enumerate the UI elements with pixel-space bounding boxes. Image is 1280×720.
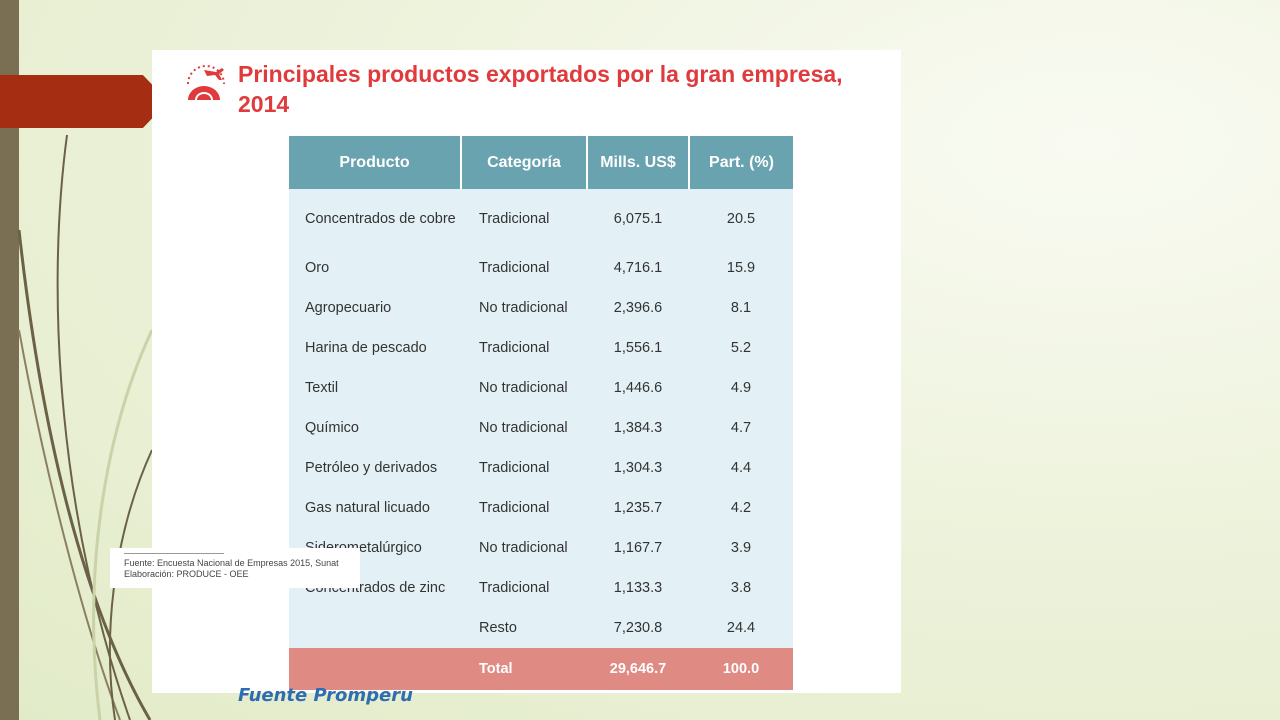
cell-participacion: 20.5	[689, 189, 793, 248]
cell-participacion: 4.4	[689, 448, 793, 488]
cell-producto: Concentrados de cobre	[289, 189, 461, 248]
cell-participacion: 4.2	[689, 488, 793, 528]
cell-participacion: 4.7	[689, 408, 793, 448]
cell-categoria: Tradicional	[461, 189, 587, 248]
cell-participacion: 8.1	[689, 288, 793, 328]
footnote-elaboration-line: Elaboración: PRODUCE - OEE	[124, 569, 249, 579]
cell-millones: 1,167.7	[587, 528, 689, 568]
table-total-row: Total 29,646.7 100.0	[289, 648, 793, 690]
exports-table: Producto Categoría Mills. US$ Part. (%) …	[289, 136, 793, 690]
table-row: Concentrados de zinc Tradicional 1,133.3…	[289, 568, 793, 608]
cell-millones: 1,384.3	[587, 408, 689, 448]
cell-participacion: 15.9	[689, 248, 793, 288]
cell-millones: 6,075.1	[587, 189, 689, 248]
accent-tab	[0, 75, 152, 128]
cell-categoria: No tradicional	[461, 288, 587, 328]
cell-total-millones: 29,646.7	[587, 648, 689, 690]
cell-total-label: Total	[461, 648, 587, 690]
table-row: Resto 7,230.8 24.4	[289, 608, 793, 648]
cell-categoria: No tradicional	[461, 408, 587, 448]
cell-categoria: Resto	[461, 608, 587, 648]
cell-millones: 1,133.3	[587, 568, 689, 608]
cell-producto: Químico	[289, 408, 461, 448]
airplane-globe-icon	[187, 65, 225, 101]
cell-producto: Textil	[289, 368, 461, 408]
footnote-divider	[124, 553, 224, 554]
footnote-source-line: Fuente: Encuesta Nacional de Empresas 20…	[124, 558, 339, 568]
cell-categoria: No tradicional	[461, 368, 587, 408]
source-caption: Fuente Promperu	[238, 685, 413, 706]
content-panel: Principales productos exportados por la …	[152, 50, 901, 693]
cell-categoria: Tradicional	[461, 448, 587, 488]
cell-producto: Siderometalúrgico	[289, 528, 461, 568]
cell-participacion: 5.2	[689, 328, 793, 368]
cell-participacion: 4.9	[689, 368, 793, 408]
cell-categoria: Tradicional	[461, 328, 587, 368]
cell-producto: Gas natural licuado	[289, 488, 461, 528]
cell-millones: 2,396.6	[587, 288, 689, 328]
cell-categoria: Tradicional	[461, 488, 587, 528]
cell-millones: 1,304.3	[587, 448, 689, 488]
cell-millones: 1,556.1	[587, 328, 689, 368]
column-header-millones: Mills. US$	[587, 136, 690, 189]
cell-producto: Oro	[289, 248, 461, 288]
table-row: Gas natural licuado Tradicional 1,235.7 …	[289, 488, 793, 528]
cell-millones: 1,446.6	[587, 368, 689, 408]
cell-categoria: Tradicional	[461, 568, 587, 608]
cell-producto	[289, 608, 461, 648]
table-header-row: Producto Categoría Mills. US$ Part. (%)	[289, 136, 793, 189]
cell-participacion: 24.4	[689, 608, 793, 648]
cell-participacion: 3.8	[689, 568, 793, 608]
table-row: Agropecuario No tradicional 2,396.6 8.1	[289, 288, 793, 328]
table-row: Textil No tradicional 1,446.6 4.9	[289, 368, 793, 408]
cell-producto: Petróleo y derivados	[289, 448, 461, 488]
cell-millones: 1,235.7	[587, 488, 689, 528]
cell-total-participacion: 100.0	[689, 648, 793, 690]
source-footnote: Fuente: Encuesta Nacional de Empresas 20…	[110, 548, 360, 588]
cell-categoria: No tradicional	[461, 528, 587, 568]
column-header-producto: Producto	[289, 136, 462, 189]
cell-millones: 7,230.8	[587, 608, 689, 648]
column-header-participacion: Part. (%)	[689, 136, 793, 189]
cell-participacion: 3.9	[689, 528, 793, 568]
page-title: Principales productos exportados por la …	[238, 61, 843, 117]
column-header-categoria: Categoría	[461, 136, 588, 189]
table-row: Concentrados de cobre Tradicional 6,075.…	[289, 189, 793, 248]
table-row: Siderometalúrgico No tradicional 1,167.7…	[289, 528, 793, 568]
table-row: Químico No tradicional 1,384.3 4.7	[289, 408, 793, 448]
cell-categoria: Tradicional	[461, 248, 587, 288]
table-row: Oro Tradicional 4,716.1 15.9	[289, 248, 793, 288]
cell-producto: Harina de pescado	[289, 328, 461, 368]
cell-millones: 4,716.1	[587, 248, 689, 288]
cell-producto: Agropecuario	[289, 288, 461, 328]
left-sidebar-bar	[0, 0, 19, 720]
table-row: Harina de pescado Tradicional 1,556.1 5.…	[289, 328, 793, 368]
cell-total-producto	[289, 648, 461, 690]
table-row: Petróleo y derivados Tradicional 1,304.3…	[289, 448, 793, 488]
